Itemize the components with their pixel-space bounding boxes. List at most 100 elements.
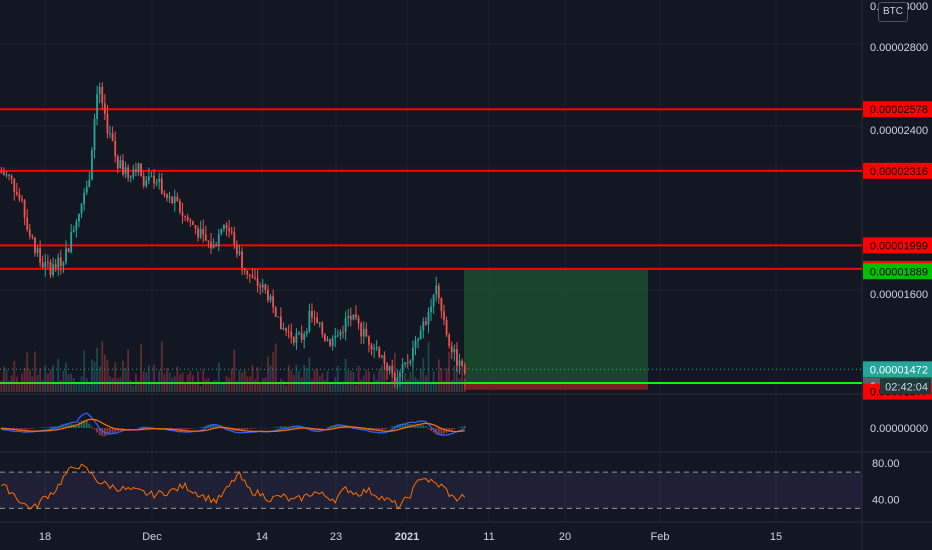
macd-histogram-bar (166, 428, 168, 429)
volume-bar (349, 370, 352, 392)
macd-histogram-bar (453, 428, 456, 430)
candle-body (215, 244, 218, 247)
volume-bar (122, 360, 124, 392)
volume-bar (321, 373, 324, 392)
macd-histogram-bar (189, 428, 192, 429)
candle-body (150, 175, 153, 177)
candle-body (124, 167, 127, 175)
macd-histogram-bar (248, 428, 251, 429)
volume-bar (140, 344, 143, 392)
volume-bar (443, 380, 445, 392)
volume-bar (251, 364, 254, 392)
volume-bar (313, 369, 316, 392)
volume-bar (168, 372, 171, 392)
volume-bar (223, 383, 225, 392)
volume-bar (391, 365, 394, 392)
candle-body (36, 248, 39, 253)
volume-bar (336, 365, 339, 392)
macd-histogram-bar (427, 428, 430, 429)
volume-bar (65, 362, 67, 392)
candle-body (80, 203, 83, 214)
volume-bar (103, 354, 106, 392)
candle-body (168, 196, 171, 198)
candle-body (199, 228, 202, 238)
candle-body (166, 194, 168, 198)
macd-histogram-bar (406, 423, 409, 428)
candle-body (313, 317, 316, 319)
macd-histogram-bar (378, 428, 381, 431)
candle-body (5, 174, 8, 176)
macd-histogram-bar (298, 425, 300, 428)
volume-bar (150, 381, 153, 392)
candle-body (85, 186, 88, 193)
volume-bar (155, 382, 158, 392)
candle-body (326, 339, 329, 341)
candle-body (70, 232, 73, 253)
candle-body (336, 335, 339, 337)
macd-histogram-bar (26, 428, 29, 430)
volume-bar (23, 367, 26, 392)
price-tag-label: 0.00001999 (870, 240, 928, 252)
candle-body (111, 133, 114, 141)
candle-body (26, 217, 29, 230)
macd-histogram-bar (173, 428, 176, 430)
candle-body (406, 362, 409, 364)
candle-body (137, 163, 140, 172)
candle-body (223, 225, 225, 230)
volume-bar (217, 362, 220, 392)
candle-body (427, 311, 430, 325)
volume-bar (238, 369, 241, 392)
candle-body (202, 228, 205, 235)
candle-body (437, 285, 440, 298)
volume-bar (277, 381, 280, 392)
candle-body (246, 270, 249, 275)
volume-bar (311, 379, 313, 392)
volume-bar (135, 373, 137, 392)
volume-bar (78, 384, 80, 392)
candle-body (393, 373, 396, 383)
volume-bar (34, 351, 36, 392)
candle-body (119, 160, 122, 169)
candle-body (225, 225, 228, 229)
volume-bar (326, 370, 329, 392)
macd-histogram-bar (18, 428, 21, 430)
candle-body (435, 285, 438, 295)
candle-body (98, 86, 101, 95)
candle-body (303, 333, 306, 340)
candle-body (463, 365, 466, 374)
volume-bar (318, 376, 321, 392)
time-tick-label: Feb (651, 531, 670, 543)
candle-body (318, 322, 321, 324)
candle-body (391, 365, 394, 374)
candle-body (321, 322, 324, 335)
candle-body (440, 297, 443, 312)
candle-body (194, 224, 197, 229)
candle-body (132, 169, 135, 177)
candle-body (189, 220, 192, 222)
volume-bar (153, 364, 155, 392)
time-tick-label: Dec (142, 531, 162, 543)
macd-zero-label: 0.00000000 (870, 423, 928, 435)
candle-body (127, 167, 130, 178)
volume-bar (388, 383, 391, 392)
candle-body (399, 372, 401, 378)
volume-bar (261, 378, 264, 392)
volume-bar (212, 380, 215, 392)
volume-bar (393, 352, 396, 392)
candle-body (414, 340, 417, 348)
volume-bar (287, 365, 290, 392)
candle-body (18, 194, 21, 200)
macd-histogram-bar (246, 428, 249, 430)
candle-body (264, 284, 267, 290)
volume-bar (360, 379, 363, 392)
candle-body (362, 328, 365, 337)
volume-bar (129, 380, 132, 392)
volume-bar (88, 384, 91, 392)
candle-body (2, 172, 5, 175)
volume-bar (267, 356, 269, 392)
volume-bar (36, 375, 39, 392)
volume-bar (189, 371, 192, 392)
macd-histogram-bar (88, 423, 91, 428)
currency-button[interactable]: BTC (878, 2, 908, 22)
